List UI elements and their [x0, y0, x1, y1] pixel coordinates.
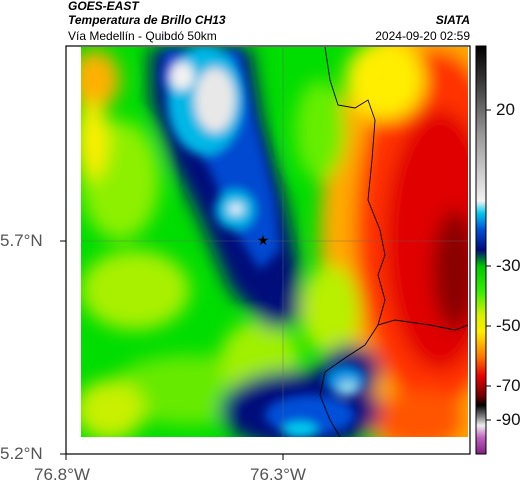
- lon-label-76-3: 76.3°W: [250, 465, 306, 484]
- colorbar-label-minus70: -70: [496, 376, 521, 395]
- region-label: Vía Medellín - Quibdó 50km: [68, 29, 217, 43]
- lat-label-5-2: 5.2°N: [0, 444, 43, 463]
- star-icon: ★: [257, 232, 270, 248]
- department-boundary-south: [319, 324, 379, 437]
- lon-label-76-8: 76.8°W: [34, 465, 90, 484]
- department-boundary: [324, 47, 468, 331]
- product-title: Temperatura de Brillo CH13: [68, 13, 226, 27]
- temperature-field: ★: [81, 47, 468, 437]
- agency-label: SIATA: [435, 13, 470, 27]
- datetime-label: 2024-09-20 02:59: [375, 29, 470, 43]
- colorbar-label-minus30: -30: [496, 256, 521, 275]
- satellite-label: GOES-EAST: [68, 0, 139, 13]
- colorbar: [475, 45, 487, 455]
- lat-label-5-7: 5.7°N: [0, 231, 43, 250]
- colorbar-label-20: 20: [496, 100, 515, 119]
- colorbar-label-minus50: -50: [496, 316, 521, 335]
- colorbar-label-minus90: -90: [496, 410, 521, 429]
